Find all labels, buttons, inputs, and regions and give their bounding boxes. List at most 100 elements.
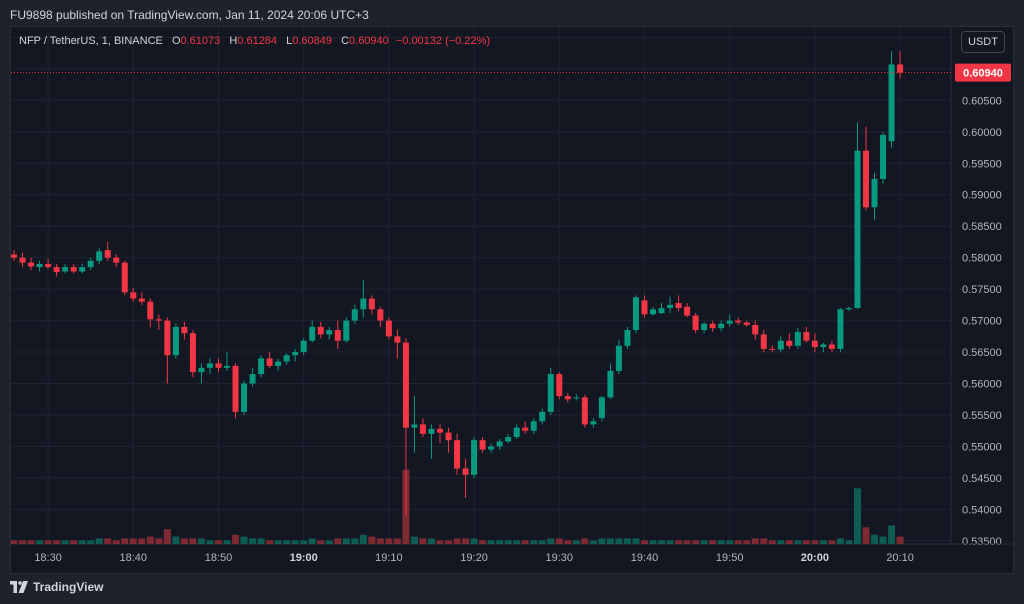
volume-bar	[36, 540, 44, 544]
y-tick-label: 0.57000	[962, 316, 1002, 328]
volume-bar	[385, 538, 393, 544]
volume-bar	[78, 540, 86, 544]
candle-body	[701, 323, 708, 331]
candle-body	[658, 308, 665, 314]
candle-body	[803, 331, 810, 341]
candle-body	[79, 267, 86, 272]
candle-body	[752, 325, 759, 335]
volume-bar	[249, 538, 257, 544]
candle-body	[650, 309, 656, 315]
candle-body	[769, 348, 776, 350]
candle-body	[198, 367, 205, 373]
volume-bar	[794, 540, 802, 544]
chart-panel[interactable]: 0.615000.610000.605000.600000.595000.590…	[10, 26, 1014, 574]
y-tick-label: 0.59500	[962, 158, 1002, 170]
volume-bar	[410, 536, 418, 544]
volume-bar	[342, 538, 350, 544]
volume-bar	[44, 540, 52, 544]
volume-bar	[589, 540, 597, 544]
volume-bar	[274, 540, 282, 544]
candle-body	[760, 334, 767, 349]
volume-bar	[768, 540, 776, 544]
candle-body	[360, 298, 367, 310]
x-tick-label: 20:10	[886, 552, 914, 564]
volume-bar	[11, 540, 18, 544]
open-value: 0.61073	[180, 35, 221, 47]
volume-bar	[615, 538, 623, 544]
y-tick-label: 0.59000	[962, 190, 1002, 202]
volume-bar	[112, 540, 120, 544]
x-tick-label: 19:30	[546, 552, 574, 564]
y-tick-label: 0.53500	[962, 536, 1002, 548]
candle-body	[206, 363, 213, 368]
candle-body	[845, 308, 852, 310]
candle-body	[539, 411, 546, 422]
x-tick-label: 18:50	[205, 552, 233, 564]
low-value: 0.60849	[292, 35, 332, 47]
candle-body	[385, 320, 392, 337]
volume-bar	[777, 540, 785, 544]
candle-body	[147, 301, 154, 320]
tradingview-logo[interactable]: TradingView	[10, 580, 103, 594]
volume-bar	[266, 540, 274, 544]
volume-bar	[836, 538, 844, 544]
volume-bar	[180, 538, 188, 544]
x-tick-label: 18:40	[120, 552, 148, 564]
x-tick-label: 19:00	[290, 552, 318, 564]
x-tick-label: 18:30	[34, 552, 62, 564]
candle-body	[45, 263, 52, 268]
candle-body	[19, 257, 26, 263]
candle-body	[351, 309, 358, 321]
candle-body	[292, 352, 299, 356]
candle-body	[121, 262, 128, 293]
change-value: −0.00132 (−0.22%)	[395, 35, 491, 47]
candle-body	[837, 309, 844, 349]
candle-body	[215, 363, 222, 368]
volume-bar	[351, 538, 359, 544]
currency-button[interactable]: USDT	[961, 31, 1005, 53]
volume-bar	[640, 540, 648, 544]
candlestick-chart[interactable]: 0.615000.610000.605000.600000.595000.590…	[11, 27, 1013, 573]
volume-bar	[121, 538, 129, 544]
candle-body	[828, 344, 835, 349]
volume-bar	[709, 540, 717, 544]
volume-bar	[368, 536, 376, 544]
volume-bar	[658, 540, 666, 544]
candle-body	[641, 300, 648, 315]
volume-bar	[845, 540, 853, 544]
candle-body	[854, 150, 861, 309]
volume-bar	[871, 534, 879, 544]
volume-bar	[206, 540, 214, 544]
candle-body	[326, 330, 333, 335]
volume-bar	[197, 538, 205, 544]
candle-body	[863, 150, 869, 208]
candle-body	[334, 330, 341, 341]
candle-body	[283, 355, 290, 362]
volume-bar	[95, 538, 103, 544]
candle-body	[411, 424, 418, 428]
volume-bar	[325, 540, 333, 544]
volume-bar	[896, 536, 904, 544]
candle-body	[275, 361, 282, 366]
candle-body	[155, 319, 162, 321]
candle-body	[556, 374, 563, 397]
volume-bar	[734, 540, 742, 544]
volume-bar	[300, 540, 308, 544]
candle-body	[241, 383, 248, 412]
volume-bar	[376, 538, 384, 544]
volume-bar	[70, 540, 78, 544]
volume-bar	[760, 538, 768, 544]
candle-body	[36, 263, 43, 268]
candle-body	[496, 441, 503, 447]
candle-body	[266, 358, 273, 366]
volume-bar	[623, 538, 631, 544]
candle-body	[794, 331, 801, 346]
y-tick-label: 0.60500	[962, 95, 1002, 107]
close-key: C	[341, 35, 350, 47]
candle-body	[888, 64, 895, 142]
candle-body	[428, 428, 435, 434]
volume-bar	[436, 540, 444, 544]
y-tick-label: 0.57500	[962, 284, 1002, 296]
volume-bar	[606, 538, 614, 544]
volume-bar	[138, 538, 146, 544]
